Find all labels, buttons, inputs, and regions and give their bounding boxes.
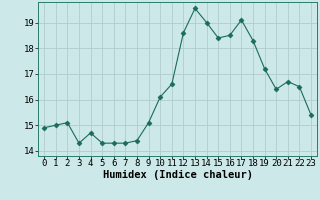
- X-axis label: Humidex (Indice chaleur): Humidex (Indice chaleur): [103, 170, 252, 180]
